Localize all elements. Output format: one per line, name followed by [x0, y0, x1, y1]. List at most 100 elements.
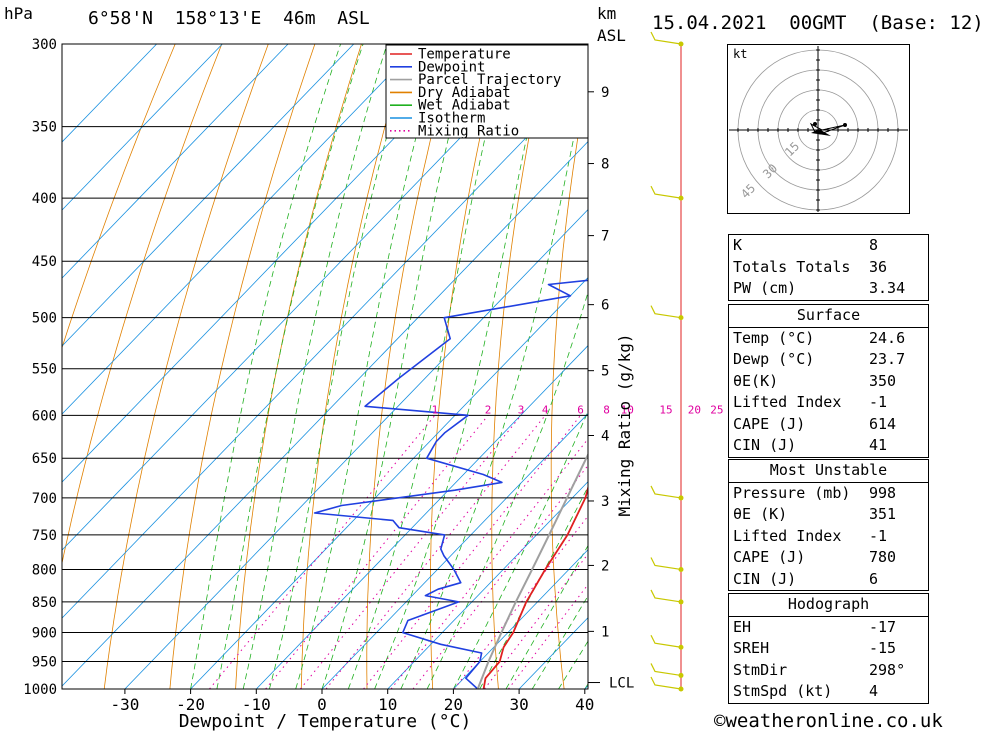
row-value: 614: [869, 414, 897, 433]
row-value: 350: [869, 371, 897, 390]
indices-table: K 8 Totals Totals 36 PW (cm) 3.34: [728, 234, 929, 301]
legend-entry: Dry Adiabat: [418, 85, 511, 101]
mixing-ratio-label: 4: [542, 403, 549, 416]
row-label: Totals Totals: [733, 257, 851, 276]
mixing-ratio-label: 25: [710, 403, 723, 416]
row-label: CIN (J): [733, 436, 797, 454]
wet-adiabat-line: [453, 410, 588, 689]
isotherm-line: [453, 549, 588, 689]
row-value: 23.7: [869, 350, 906, 368]
wet-adiabat-line: [479, 486, 588, 689]
pressure-tick-label: 300: [32, 37, 57, 53]
row-value: 298°: [869, 660, 906, 679]
row-label: Lifted Index: [733, 526, 842, 545]
table-row: PW (cm) 3.34: [729, 278, 928, 300]
row-label: θE(K): [733, 371, 779, 390]
table-row: CAPE (J) 614: [729, 414, 928, 436]
wind-barb: [650, 485, 682, 499]
table-row: CIN (J) 6: [729, 569, 928, 591]
dewpoint-line: [313, 279, 588, 689]
x-tick-label: 30: [509, 695, 528, 714]
table-row: EH -17: [729, 617, 928, 639]
row-label: Dewp (°C): [733, 350, 815, 368]
forecast-datetime: 15.04.2021 00GMT (Base: 12): [652, 12, 984, 34]
row-value: 780: [869, 548, 897, 566]
wind-barb: [650, 31, 682, 45]
pressure-tick-label: 550: [32, 362, 57, 378]
isotherm-line: [62, 44, 420, 415]
dry-adiabat-line: [103, 44, 269, 689]
height-tick-label: 3: [601, 494, 609, 510]
pressure-tick-label: 850: [32, 595, 57, 611]
isotherm-line: [62, 44, 355, 347]
table-row: StmDir 298°: [729, 660, 928, 682]
mixing-ratio-label: 2: [485, 403, 492, 416]
legend-entry: Mixing Ratio: [418, 123, 519, 139]
table-row: StmSpd (kt) 4: [729, 681, 928, 703]
storm-motion-marker: [811, 129, 831, 136]
x-axis-label: Dewpoint / Temperature (°C): [179, 711, 472, 732]
table-row: Totals Totals 36: [729, 257, 928, 279]
dry-adiabat-line: [235, 44, 362, 689]
row-label: Temp (°C): [733, 328, 815, 347]
mixing-ratio-line: [300, 415, 522, 689]
row-label: SREH: [733, 639, 770, 657]
mixing-ratio-line: [325, 415, 546, 689]
table-row: SREH -15: [729, 638, 928, 660]
row-label: CAPE (J): [733, 548, 806, 566]
height-tick-label: 6: [601, 298, 609, 314]
x-tick-label: 0: [317, 695, 327, 714]
wet-adiabat-line: [190, 44, 341, 689]
pressure-tick-label: 900: [32, 626, 57, 642]
pressure-unit: hPa: [4, 4, 33, 23]
dry-adiabat-line: [300, 44, 409, 689]
pressure-tick-label: 450: [32, 254, 57, 270]
mixing-ratio-label: 1: [432, 403, 439, 416]
mixing-ratio-line: [453, 515, 588, 689]
dry-adiabat-line: [366, 44, 456, 689]
height-tick-label: 2: [601, 558, 609, 574]
table-row: Lifted Index -1: [729, 392, 928, 414]
wind-barb: [650, 634, 682, 648]
pressure-tick-label: 950: [32, 655, 57, 671]
wind-barb: [650, 663, 682, 677]
mixing-ratio-label: 10: [621, 403, 634, 416]
surface-table: Surface Temp (°C) 24.6 Dewp (°C) 23.7 θE(K) 3…: [728, 304, 929, 458]
isotherm-line: [256, 345, 588, 689]
row-label: K: [733, 236, 743, 254]
height-tick-label: 5: [601, 364, 609, 380]
height-tick-label: 4: [601, 428, 609, 444]
height-unit-asl: ASL: [597, 26, 626, 45]
mixing-ratio-label: 6: [577, 403, 584, 416]
x-tick-label: -30: [110, 695, 139, 714]
hodograph-unit: kt: [733, 47, 747, 61]
dry-adiabat-line: [430, 44, 502, 689]
row-label: CIN (J): [733, 569, 797, 588]
row-label: CAPE (J): [733, 414, 806, 433]
row-value: -1: [869, 393, 888, 411]
mixing-ratio-label: 3: [518, 403, 525, 416]
wind-barb: [650, 676, 682, 690]
legend-box: [385, 44, 589, 139]
most-unstable-table: Most Unstable Pressure (mb) 998 θE (K) 351 L…: [728, 459, 929, 591]
isotherm-line: [124, 209, 588, 689]
pressure-tick-label: 600: [32, 408, 57, 424]
row-label: θE (K): [733, 505, 788, 523]
mixing-ratio-line: [265, 415, 489, 689]
dry-adiabat-line: [62, 44, 176, 349]
row-value: 36: [869, 257, 888, 276]
copyright-link[interactable]: ©weatheronline.co.uk: [714, 710, 943, 732]
pressure-tick-label: 400: [32, 191, 57, 207]
row-value: 3.34: [869, 279, 906, 297]
dry-adiabat-line: [967, 7, 1000, 715]
mixing-ratio-label: 15: [659, 403, 672, 416]
lcl-label: LCL: [609, 676, 634, 692]
x-tick-label: 10: [378, 695, 397, 714]
row-value: -17: [869, 617, 897, 636]
height-tick-label: 9: [601, 85, 609, 101]
hodograph-title: Hodograph: [787, 595, 870, 613]
wet-adiabat-line: [426, 290, 588, 689]
row-label: Lifted Index: [733, 393, 842, 411]
row-value: 351: [869, 505, 897, 523]
